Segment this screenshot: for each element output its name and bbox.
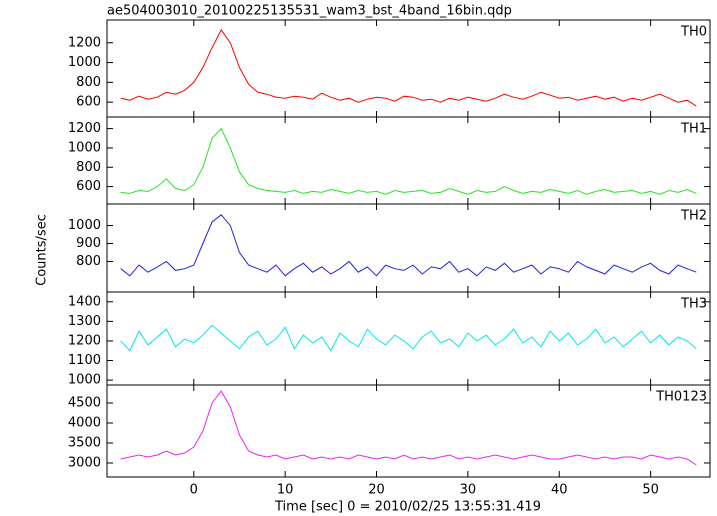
light-curve (120, 28, 697, 107)
x-axis-label: Time [sec] 0 = 2010/02/25 13:55:31.419 (274, 500, 541, 515)
light-curve (120, 127, 697, 195)
x-tick-label: 0 (190, 483, 198, 498)
legend-label: TH3 (680, 297, 707, 312)
y-tick-label: 800 (76, 254, 101, 269)
y-tick-label: 900 (76, 236, 101, 251)
y-tick-label: 4000 (68, 416, 101, 431)
legend-label: TH1 (680, 122, 707, 137)
x-tick-label: 20 (368, 483, 385, 498)
y-tick-label: 1000 (68, 140, 101, 155)
y-tick-label: 800 (76, 160, 101, 175)
y-tick-label: 600 (76, 179, 101, 194)
y-tick-label: 1000 (68, 55, 101, 70)
y-axis-label: Counts/sec (35, 214, 50, 286)
legend-label: TH0 (680, 25, 707, 40)
x-tick-label: 10 (277, 483, 294, 498)
y-tick-label: 1200 (68, 121, 101, 136)
light-curve (120, 324, 697, 352)
y-tick-label: 1400 (68, 294, 101, 309)
chart-title: ae504003010_20100225135531_wam3_bst_4ban… (107, 4, 512, 19)
light-curve (120, 214, 697, 277)
x-tick-label: 50 (642, 483, 659, 498)
y-tick-label: 600 (76, 95, 101, 110)
y-tick-label: 3000 (68, 456, 101, 471)
panel-frame (106, 116, 711, 205)
y-tick-label: 800 (76, 75, 101, 90)
y-tick-label: 1000 (68, 373, 101, 388)
panel-frame (106, 384, 711, 478)
legend-label: TH0123 (655, 390, 707, 405)
y-tick-label: 4500 (68, 396, 101, 411)
y-tick-label: 1200 (68, 333, 101, 348)
y-tick-label: 1200 (68, 35, 101, 50)
y-tick-label: 1000 (68, 218, 101, 233)
x-tick-label: 40 (551, 483, 568, 498)
panel-frame (106, 291, 711, 386)
y-tick-label: 3500 (68, 436, 101, 451)
panel-frame (106, 203, 711, 293)
y-tick-label: 1300 (68, 314, 101, 329)
y-tick-label: 1100 (68, 353, 101, 368)
panel-frame (106, 19, 711, 118)
legend-label: TH2 (680, 209, 707, 224)
light-curve (120, 390, 697, 466)
x-tick-label: 30 (460, 483, 477, 498)
